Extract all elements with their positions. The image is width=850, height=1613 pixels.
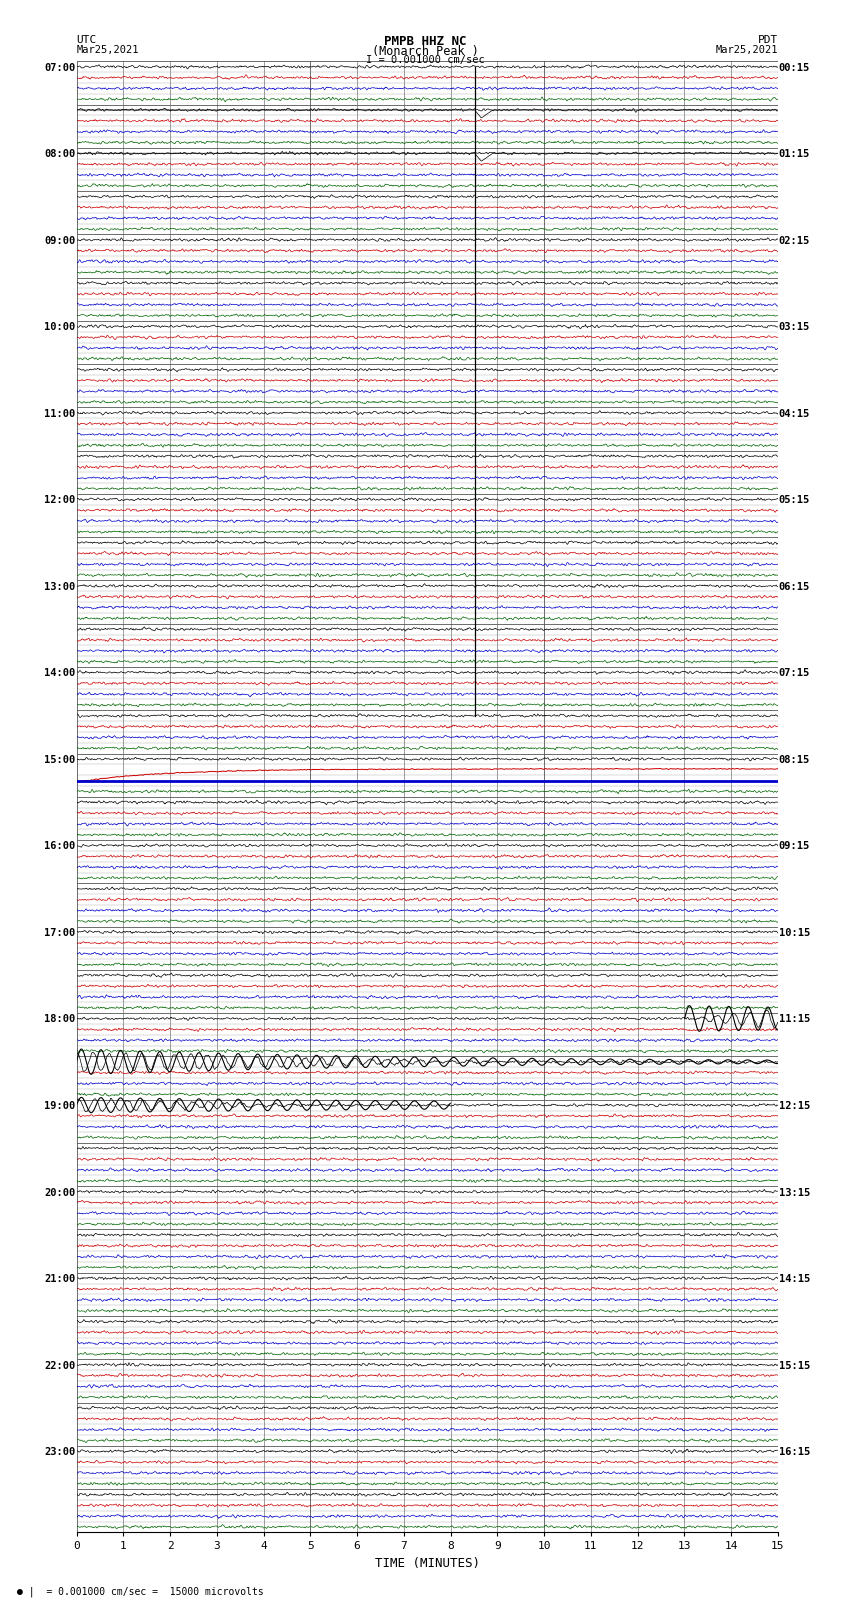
Text: 08:00: 08:00: [44, 148, 76, 160]
Text: 11:00: 11:00: [44, 408, 76, 419]
Text: 21:00: 21:00: [44, 1274, 76, 1284]
X-axis label: TIME (MINUTES): TIME (MINUTES): [375, 1557, 479, 1569]
Text: 00:15: 00:15: [779, 63, 810, 73]
Text: 15:00: 15:00: [44, 755, 76, 765]
Text: 15:15: 15:15: [779, 1361, 810, 1371]
Text: 11:15: 11:15: [779, 1015, 810, 1024]
Text: Mar25,2021: Mar25,2021: [76, 45, 139, 55]
Text: 19:00: 19:00: [44, 1102, 76, 1111]
Text: 10:00: 10:00: [44, 323, 76, 332]
Text: 03:15: 03:15: [779, 323, 810, 332]
Text: 09:00: 09:00: [44, 235, 76, 245]
Text: 22:00: 22:00: [44, 1361, 76, 1371]
Text: 18:00: 18:00: [44, 1015, 76, 1024]
Text: PMPB HHZ NC: PMPB HHZ NC: [383, 35, 467, 48]
Text: 23:00: 23:00: [44, 1447, 76, 1457]
Text: 07:15: 07:15: [779, 668, 810, 679]
Text: 01:15: 01:15: [779, 148, 810, 160]
Text: 13:15: 13:15: [779, 1187, 810, 1197]
Text: 16:00: 16:00: [44, 842, 76, 852]
Text: 10:15: 10:15: [779, 927, 810, 937]
Text: 14:00: 14:00: [44, 668, 76, 679]
Text: 04:15: 04:15: [779, 408, 810, 419]
Text: 17:00: 17:00: [44, 927, 76, 937]
Text: 02:15: 02:15: [779, 235, 810, 245]
Text: 12:15: 12:15: [779, 1102, 810, 1111]
Text: Mar25,2021: Mar25,2021: [715, 45, 778, 55]
Text: 12:00: 12:00: [44, 495, 76, 505]
Text: 13:00: 13:00: [44, 582, 76, 592]
Text: I = 0.001000 cm/sec: I = 0.001000 cm/sec: [366, 55, 484, 65]
Text: UTC: UTC: [76, 35, 97, 45]
Text: 05:15: 05:15: [779, 495, 810, 505]
Text: 20:00: 20:00: [44, 1187, 76, 1197]
Text: PDT: PDT: [757, 35, 778, 45]
Text: 06:15: 06:15: [779, 582, 810, 592]
Text: 08:15: 08:15: [779, 755, 810, 765]
Text: (Monarch Peak ): (Monarch Peak ): [371, 45, 479, 58]
Text: 14:15: 14:15: [779, 1274, 810, 1284]
Text: ● |  = 0.001000 cm/sec =  15000 microvolts: ● | = 0.001000 cm/sec = 15000 microvolts: [17, 1586, 264, 1597]
Text: 09:15: 09:15: [779, 842, 810, 852]
Text: 07:00: 07:00: [44, 63, 76, 73]
Text: 16:15: 16:15: [779, 1447, 810, 1457]
